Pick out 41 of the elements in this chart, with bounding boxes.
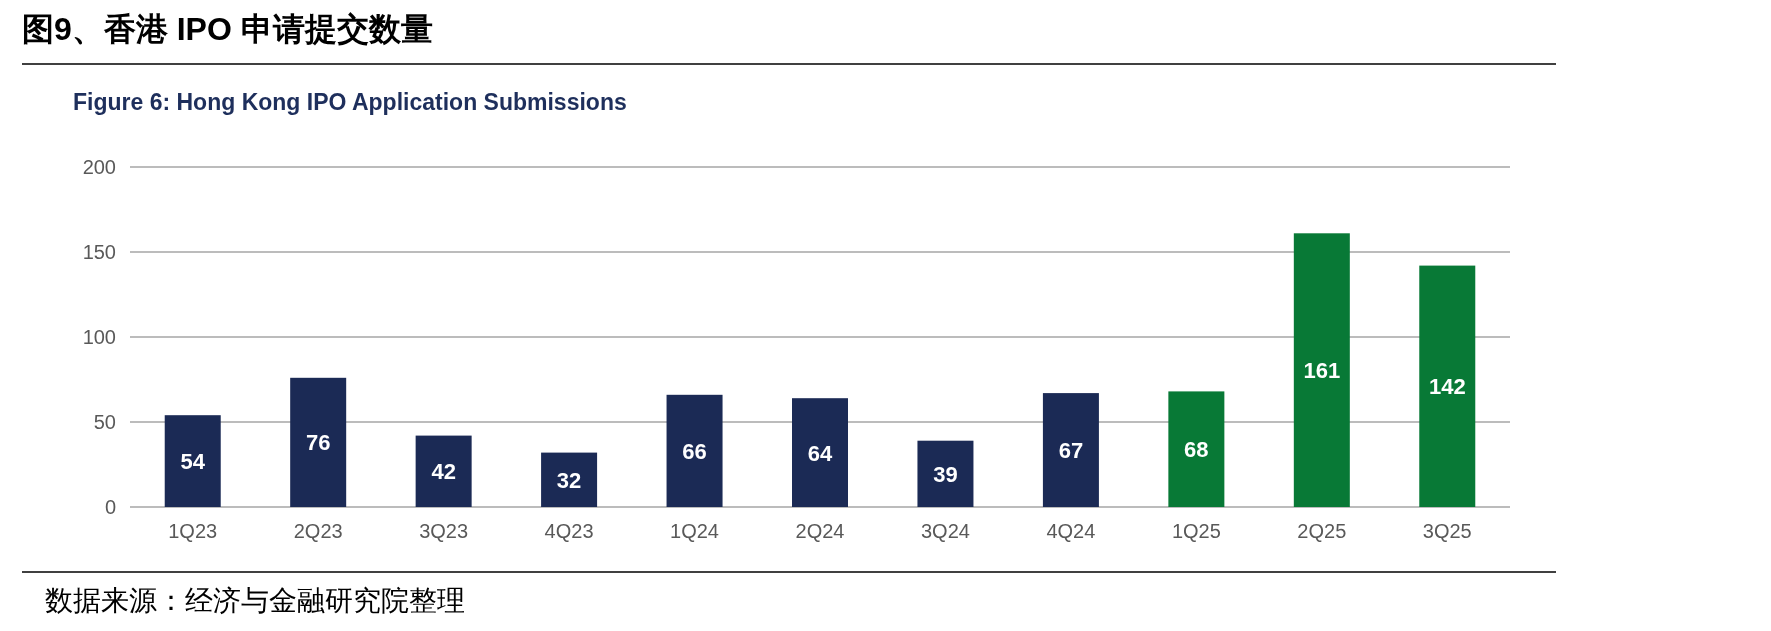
bar: [541, 452, 598, 507]
y-tick-label: 100: [82, 326, 116, 348]
bar: [164, 415, 221, 507]
chart-subtitle: Figure 6: Hong Kong IPO Application Submissions: [73, 89, 627, 115]
x-tick-label: 4Q24: [1046, 520, 1096, 542]
y-tick-label: 150: [82, 241, 116, 263]
bar: [1293, 233, 1350, 507]
x-tick-label: 2Q24: [795, 520, 845, 542]
x-tick-label: 3Q24: [920, 520, 970, 542]
x-tick-label: 2Q25: [1297, 520, 1347, 542]
bar: [917, 440, 974, 507]
bar: [290, 377, 347, 507]
data-label: 142: [1428, 374, 1466, 400]
x-tick-label: 2Q23: [293, 520, 343, 542]
x-tick-label: 3Q25: [1422, 520, 1472, 542]
bar: [1419, 265, 1476, 507]
x-tick-label: 3Q23: [419, 520, 469, 542]
data-label: 68: [1184, 437, 1209, 463]
data-label: 39: [933, 461, 958, 487]
x-tick-label: 1Q23: [168, 520, 218, 542]
y-tick-label: 50: [93, 411, 116, 433]
bar: [1042, 393, 1099, 507]
data-label: 64: [807, 440, 833, 466]
chart-title: 图9、香港 IPO 申请提交数量: [22, 11, 433, 47]
bar: [792, 398, 848, 507]
data-label: 67: [1058, 438, 1084, 464]
data-label: 42: [431, 459, 456, 485]
bar: [415, 435, 472, 507]
x-tick-label: 1Q25: [1171, 520, 1221, 542]
bar: [666, 394, 723, 507]
source-note: 数据来源：经济与金融研究院整理: [45, 585, 465, 616]
data-label: 76: [305, 430, 331, 456]
data-label: 161: [1303, 358, 1341, 384]
data-label: 32: [556, 467, 582, 493]
y-tick-label: 200: [82, 156, 116, 178]
bar: [1168, 391, 1225, 507]
x-tick-label: 1Q24: [670, 520, 720, 542]
x-tick-label: 4Q23: [544, 520, 594, 542]
y-tick-label: 0: [104, 496, 116, 518]
data-label: 66: [682, 438, 707, 464]
data-label: 54: [180, 449, 206, 475]
